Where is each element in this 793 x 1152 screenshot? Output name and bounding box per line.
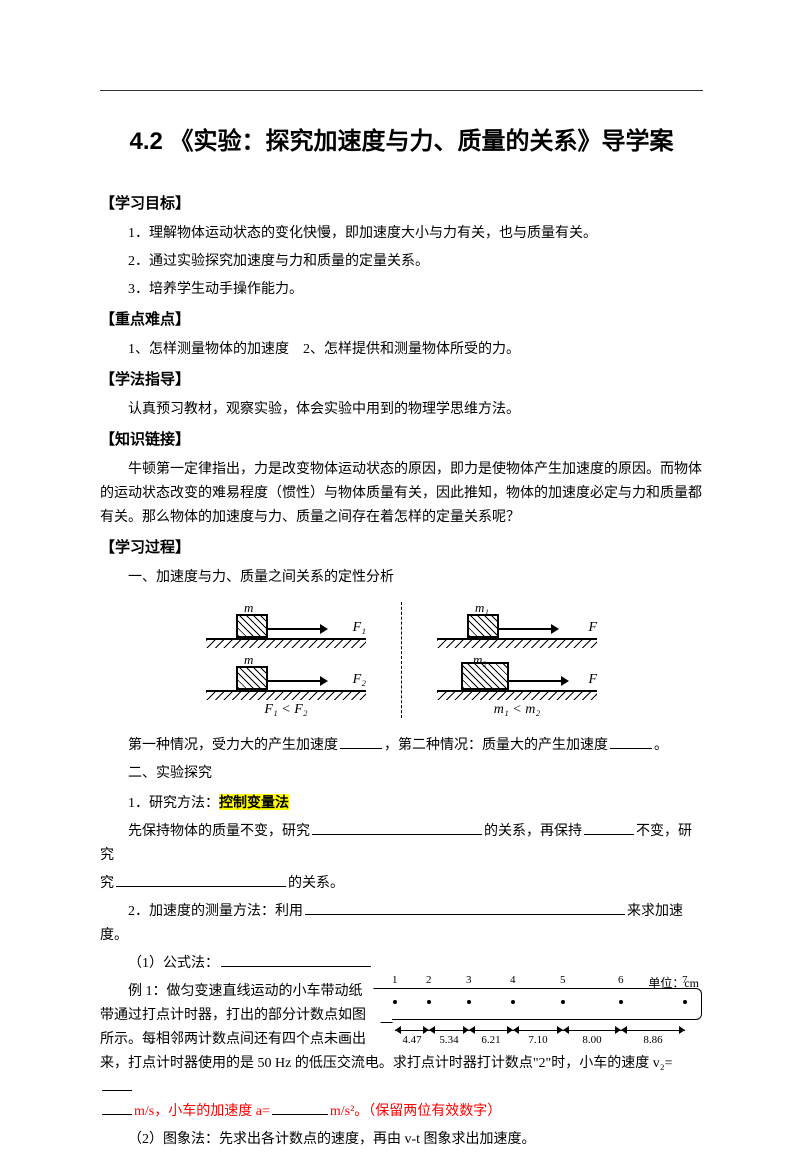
force-label: F₂ xyxy=(353,672,366,688)
ruler-tick-number: 6 xyxy=(618,974,624,986)
qualitative-figure: m F₁ m F₂ F₁ < F₂ m₁ xyxy=(100,602,703,718)
force-arrow-icon xyxy=(266,628,326,630)
ruler-tick-number: 1 xyxy=(392,974,398,986)
method-text: 认真预习教材，观察实验，体会实验中用到的物理学思维方法。 xyxy=(100,398,703,422)
goals-heading: 【学习目标】 xyxy=(100,192,703,216)
ruler-tick-dot-icon xyxy=(427,1000,431,1004)
case-text: ，第二种情况：质量大的产生加速度 xyxy=(384,738,608,753)
link-text: 牛顿第一定律指出，力是改变物体运动状态的原因，即力是使物体产生加速度的原因。而物… xyxy=(100,458,703,530)
relation-text: F₁ < F₂ xyxy=(264,702,307,718)
dimension-value: 6.21 xyxy=(481,1034,500,1046)
blank-field[interactable] xyxy=(305,900,625,915)
ruler-tick-dot-icon xyxy=(561,1000,565,1004)
measure-text: 2．加速度的测量方法：利用 xyxy=(128,904,303,919)
dimension-arrow-icon xyxy=(395,1026,429,1034)
ruler-tick-number: 3 xyxy=(466,974,472,986)
force-arrow-icon xyxy=(497,628,557,630)
ruler-tick-number: 4 xyxy=(510,974,516,986)
goal-item: 1．理解物体运动状态的变化快慢，即加速度大小与力有关，也与质量有关。 xyxy=(100,222,703,246)
ruler-tick-number: 7 xyxy=(682,974,688,986)
ruler-body-icon xyxy=(383,988,702,1020)
dimension-value: 8.86 xyxy=(643,1034,662,1046)
goal-item: 3．培养学生动手操作能力。 xyxy=(100,278,703,302)
method-heading: 【学法指导】 xyxy=(100,368,703,392)
keypoints-text: 1、怎样测量物体的加速度 2、怎样提供和测量物体所受的力。 xyxy=(100,338,703,362)
qualitative-heading: 一、加速度与力、质量之间关系的定性分析 xyxy=(100,566,703,590)
hatch-icon xyxy=(437,640,597,648)
hatch-icon xyxy=(206,640,366,648)
block-icon xyxy=(236,614,268,638)
ruler-tick-dot-icon xyxy=(619,1000,623,1004)
dimension-value: 8.00 xyxy=(582,1034,601,1046)
ruler-tick-dot-icon xyxy=(683,1000,687,1004)
formula-label: （1）公式法： xyxy=(128,956,219,971)
measure-line: 2．加速度的测量方法：利用来求加速度。 xyxy=(100,900,703,948)
dimension-value: 7.10 xyxy=(528,1034,547,1046)
force-arrow-icon xyxy=(507,680,567,682)
keep-line-1: 先保持物体的质量不变，研究的关系，再保持不变，研究 xyxy=(100,820,703,868)
goal-item: 2．通过实验探究加速度与力和质量的定量关系。 xyxy=(100,250,703,274)
ruler-unit: 单位：cm xyxy=(648,974,699,991)
block-icon xyxy=(467,614,499,638)
blank-field[interactable] xyxy=(221,952,371,967)
ruler-figure: 单位：cm 12345674.475.346.217.108.008.86 xyxy=(383,980,703,1050)
top-rule xyxy=(100,90,703,91)
unit-text: m/s²。（保留两位有效数字） xyxy=(330,1104,501,1119)
force-label: F xyxy=(588,672,597,688)
blank-field[interactable] xyxy=(116,872,286,887)
keep-text: 的关系。 xyxy=(288,876,344,891)
blank-field[interactable] xyxy=(102,1076,132,1091)
blank-field[interactable] xyxy=(272,1100,328,1115)
hatch-icon xyxy=(437,692,597,700)
section-two: 二、实验探究 xyxy=(100,762,703,786)
ruler-tick-number: 2 xyxy=(426,974,432,986)
dimension-value: 5.34 xyxy=(439,1034,458,1046)
dimension-value: 4.47 xyxy=(402,1034,421,1046)
blank-field[interactable] xyxy=(340,734,382,749)
keep-line-2: 究的关系。 xyxy=(100,872,703,896)
dimension-arrow-icon xyxy=(621,1026,685,1034)
process-heading: 【学习过程】 xyxy=(100,536,703,560)
graph-method-line: （2）图象法：先求出各计数点的速度，再由 v-t 图象求出加速度。 xyxy=(100,1128,703,1152)
ruler-tick-dot-icon xyxy=(511,1000,515,1004)
block-icon xyxy=(461,662,509,690)
blank-field[interactable] xyxy=(312,820,482,835)
case-line: 第一种情况，受力大的产生加速度 ，第二种情况：质量大的产生加速度 。 xyxy=(100,734,703,758)
dimension-arrow-icon xyxy=(429,1026,469,1034)
link-heading: 【知识链接】 xyxy=(100,428,703,452)
case-text: 第一种情况，受力大的产生加速度 xyxy=(128,738,338,753)
hatch-icon xyxy=(206,692,366,700)
keep-text: 的关系，再保持 xyxy=(484,824,582,839)
blank-field[interactable] xyxy=(102,1100,132,1115)
blank-field[interactable] xyxy=(584,820,634,835)
keep-text: 先保持物体的质量不变，研究 xyxy=(128,824,310,839)
page-title: 4.2 《实验：探究加速度与力、质量的关系》导学案 xyxy=(100,121,703,156)
formula-line: （1）公式法： xyxy=(100,952,703,976)
force-arrow-icon xyxy=(266,680,326,682)
method-prefix: 1．研究方法： xyxy=(128,796,219,811)
research-method-line: 1．研究方法：控制变量法 xyxy=(100,790,703,816)
block-icon xyxy=(236,666,268,690)
dimension-arrow-icon xyxy=(469,1026,513,1034)
keypoints-heading: 【重点难点】 xyxy=(100,308,703,332)
relation-text: m₁ < m₂ xyxy=(494,702,540,718)
ruler-tick-dot-icon xyxy=(393,1000,397,1004)
divider-icon xyxy=(401,602,402,718)
ruler-tick-number: 5 xyxy=(560,974,566,986)
method-highlight: 控制变量法 xyxy=(219,794,289,810)
force-label: F xyxy=(588,620,597,636)
force-label: F₁ xyxy=(353,620,366,636)
unit-text: m/s，小车的加速度 a= xyxy=(134,1104,270,1119)
dimension-arrow-icon xyxy=(513,1026,563,1034)
ruler-tick-dot-icon xyxy=(467,1000,471,1004)
dimension-arrow-icon xyxy=(563,1026,621,1034)
blank-field[interactable] xyxy=(610,734,652,749)
case-text: 。 xyxy=(654,738,668,753)
